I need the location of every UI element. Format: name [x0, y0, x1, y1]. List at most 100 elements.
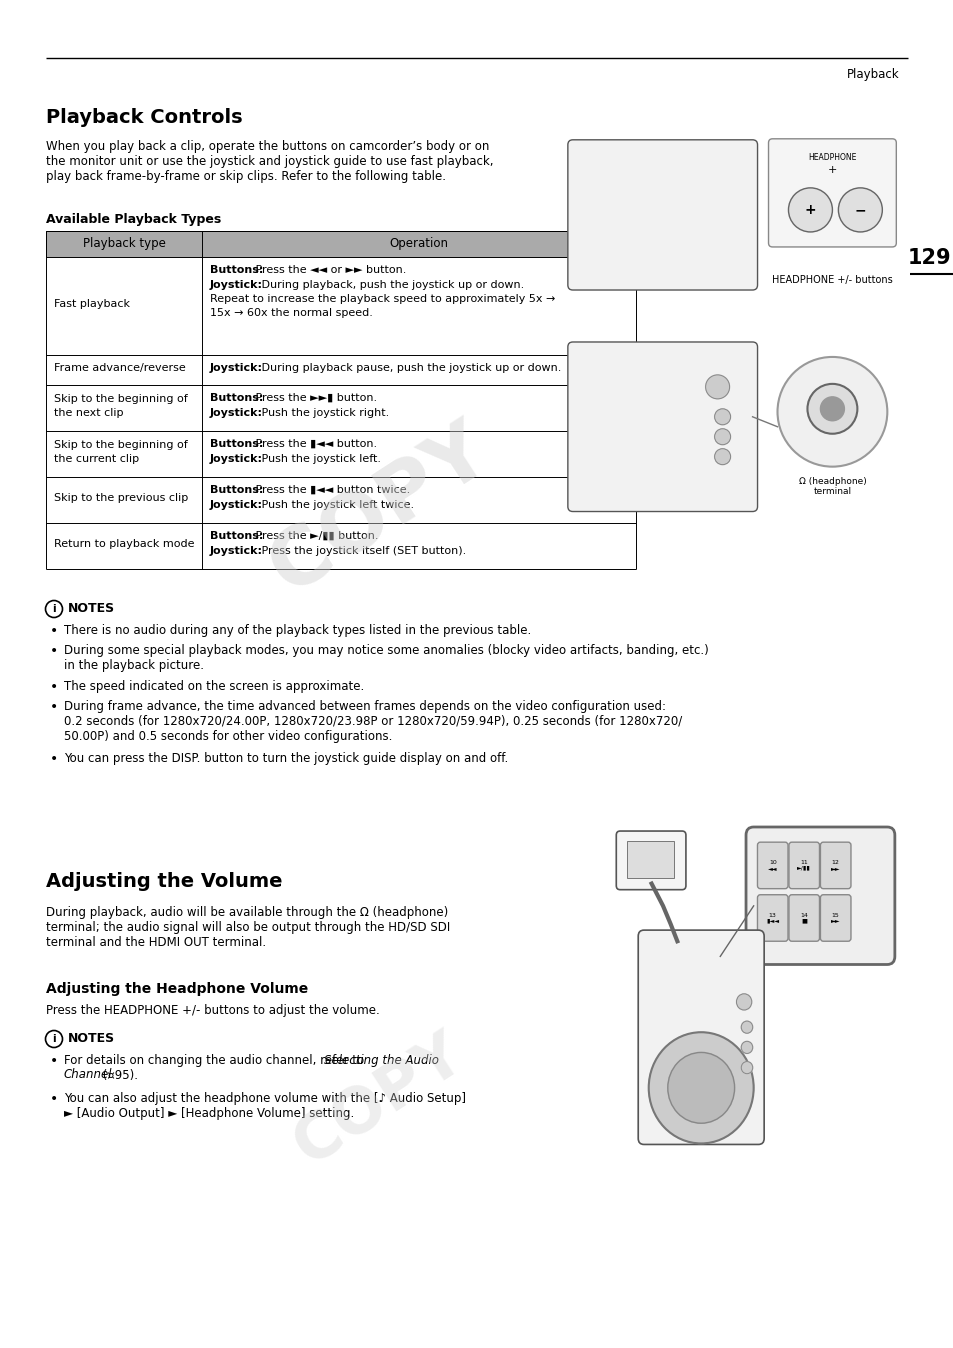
Bar	[626, 841, 674, 878]
Text: Skip to the previous clip: Skip to the previous clip	[54, 493, 188, 503]
Text: +: +	[803, 204, 816, 217]
Text: +: +	[827, 164, 836, 175]
Text: Buttons:: Buttons:	[210, 439, 263, 449]
Text: Buttons:: Buttons:	[210, 531, 263, 541]
Text: Skip to the beginning of: Skip to the beginning of	[54, 439, 188, 449]
FancyBboxPatch shape	[788, 842, 819, 888]
Text: COPY: COPY	[284, 1023, 476, 1177]
FancyBboxPatch shape	[757, 842, 787, 888]
Text: •: •	[50, 624, 58, 638]
Text: Frame advance/reverse: Frame advance/reverse	[54, 363, 186, 373]
Text: Playback type: Playback type	[83, 237, 165, 251]
Text: Press the ►/▮▮ button.: Press the ►/▮▮ button.	[253, 531, 378, 541]
Circle shape	[714, 408, 730, 425]
Circle shape	[820, 396, 843, 421]
Text: Joystick:: Joystick:	[210, 453, 263, 464]
Circle shape	[740, 1041, 752, 1054]
Text: •: •	[50, 752, 58, 766]
Text: COPY: COPY	[255, 411, 503, 609]
FancyBboxPatch shape	[638, 930, 763, 1144]
Circle shape	[838, 187, 882, 232]
Text: 11
►/▮▮: 11 ►/▮▮	[797, 860, 810, 871]
Text: Press the ▮◄◄ button twice.: Press the ▮◄◄ button twice.	[253, 485, 410, 495]
Text: NOTES: NOTES	[68, 1033, 115, 1045]
Circle shape	[736, 993, 751, 1010]
Text: You can press the DISP. button to turn the joystick guide display on and off.: You can press the DISP. button to turn t…	[64, 752, 508, 766]
Text: Joystick:: Joystick:	[210, 407, 263, 418]
FancyBboxPatch shape	[820, 842, 850, 888]
Circle shape	[714, 449, 730, 465]
Text: Ω (headphone)
terminal: Ω (headphone) terminal	[798, 477, 865, 496]
Text: Press the ◄◄ or ►► button.: Press the ◄◄ or ►► button.	[253, 266, 406, 275]
Text: •: •	[50, 679, 58, 694]
Text: Push the joystick left twice.: Push the joystick left twice.	[257, 500, 414, 510]
Text: Skip to the beginning of: Skip to the beginning of	[54, 394, 188, 403]
Circle shape	[788, 187, 832, 232]
Text: Return to playback mode: Return to playback mode	[54, 539, 194, 549]
Text: 13
▮◄◄: 13 ▮◄◄	[765, 913, 779, 923]
Text: 12
►►: 12 ►►	[830, 860, 840, 871]
Text: •: •	[50, 700, 58, 714]
Text: During playback pause, push the joystick up or down.: During playback pause, push the joystick…	[257, 363, 560, 373]
Text: 14
■: 14 ■	[800, 913, 807, 923]
Text: Push the joystick right.: Push the joystick right.	[257, 407, 389, 418]
Text: When you play back a clip, operate the buttons on camcorder’s body or on
the mon: When you play back a clip, operate the b…	[46, 140, 493, 183]
Text: Press the joystick itself (SET button).: Press the joystick itself (SET button).	[257, 546, 465, 555]
Text: i: i	[52, 1034, 56, 1043]
Text: Push the joystick left.: Push the joystick left.	[257, 453, 380, 464]
Text: 129: 129	[907, 248, 951, 268]
FancyBboxPatch shape	[768, 139, 896, 247]
Text: Press the ▮◄◄ button.: Press the ▮◄◄ button.	[253, 439, 377, 449]
Text: HEADPHONE +/- buttons: HEADPHONE +/- buttons	[771, 275, 892, 284]
Circle shape	[705, 375, 729, 399]
Text: Playback Controls: Playback Controls	[46, 108, 242, 127]
Text: Joystick:: Joystick:	[210, 279, 263, 290]
Text: Joystick:: Joystick:	[210, 500, 263, 510]
Circle shape	[777, 357, 886, 466]
Text: During playback, audio will be available through the Ω (headphone)
terminal; the: During playback, audio will be available…	[46, 906, 450, 949]
Text: Buttons:: Buttons:	[210, 394, 263, 403]
Text: During some special playback modes, you may notice some anomalies (blocky video : During some special playback modes, you …	[64, 644, 708, 673]
Text: Operation: Operation	[389, 237, 448, 251]
Circle shape	[740, 1022, 752, 1033]
Text: •: •	[50, 644, 58, 658]
Text: Adjusting the Headphone Volume: Adjusting the Headphone Volume	[46, 981, 308, 996]
Text: HEADPHONE: HEADPHONE	[807, 152, 856, 162]
Text: the current clip: the current clip	[54, 454, 139, 464]
Text: The speed indicated on the screen is approximate.: The speed indicated on the screen is app…	[64, 679, 364, 693]
Text: Channel: Channel	[64, 1069, 112, 1081]
FancyBboxPatch shape	[616, 830, 685, 890]
FancyBboxPatch shape	[567, 342, 757, 511]
Text: You can also adjust the headphone volume with the [♪ Audio Setup]
► [Audio Outpu: You can also adjust the headphone volume…	[64, 1092, 465, 1120]
Text: (¤95).: (¤95).	[99, 1069, 138, 1081]
Text: During frame advance, the time advanced between frames depends on the video conf: During frame advance, the time advanced …	[64, 700, 681, 743]
Circle shape	[714, 429, 730, 445]
Text: •: •	[50, 1092, 58, 1105]
Text: Playback: Playback	[846, 67, 899, 81]
Text: the next clip: the next clip	[54, 408, 123, 418]
Text: Selecting the Audio: Selecting the Audio	[324, 1054, 438, 1068]
Text: •: •	[50, 1054, 58, 1068]
Circle shape	[648, 1033, 753, 1143]
Text: NOTES: NOTES	[68, 603, 115, 615]
FancyBboxPatch shape	[745, 828, 894, 965]
Text: −: −	[854, 204, 865, 217]
Text: Repeat to increase the playback speed to approximately 5x →: Repeat to increase the playback speed to…	[210, 294, 555, 305]
Text: Press the ►►▮ button.: Press the ►►▮ button.	[253, 394, 377, 403]
Text: 15x → 60x the normal speed.: 15x → 60x the normal speed.	[210, 309, 373, 318]
Text: 15
►►: 15 ►►	[830, 913, 840, 923]
Circle shape	[740, 1062, 752, 1073]
Text: Joystick:: Joystick:	[210, 363, 263, 373]
Text: There is no audio during any of the playback types listed in the previous table.: There is no audio during any of the play…	[64, 624, 531, 638]
Text: Adjusting the Volume: Adjusting the Volume	[46, 872, 282, 891]
Text: For details on changing the audio channel, refer to: For details on changing the audio channe…	[64, 1054, 368, 1068]
FancyBboxPatch shape	[757, 895, 787, 941]
Text: Buttons:: Buttons:	[210, 266, 263, 275]
Text: Fast playback: Fast playback	[54, 299, 130, 309]
FancyBboxPatch shape	[567, 140, 757, 290]
Text: During playback, push the joystick up or down.: During playback, push the joystick up or…	[257, 279, 523, 290]
FancyBboxPatch shape	[788, 895, 819, 941]
Circle shape	[667, 1053, 734, 1123]
Text: Buttons:: Buttons:	[210, 485, 263, 495]
Bar	[46, 231, 636, 257]
